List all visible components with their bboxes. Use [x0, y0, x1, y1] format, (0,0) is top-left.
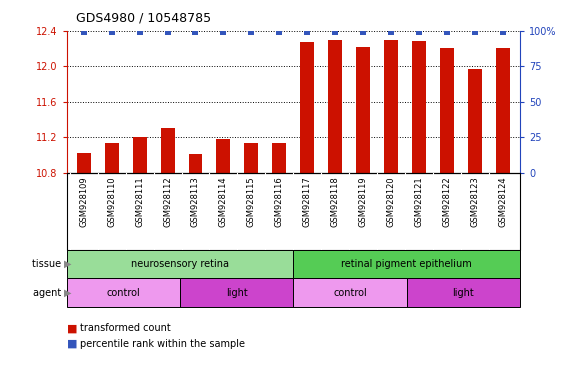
Text: GSM928124: GSM928124 [498, 177, 508, 227]
Text: ■: ■ [67, 323, 81, 333]
Bar [160, 128, 174, 173]
Text: agent: agent [33, 288, 64, 298]
Text: GSM928117: GSM928117 [303, 177, 312, 227]
Text: GDS4980 / 10548785: GDS4980 / 10548785 [76, 12, 211, 25]
Text: transformed count: transformed count [80, 323, 170, 333]
Text: light: light [226, 288, 248, 298]
Bar [440, 48, 454, 173]
Bar [356, 47, 370, 173]
Bar [105, 144, 119, 173]
Bar [77, 153, 91, 173]
Bar [300, 42, 314, 173]
Bar [245, 144, 259, 173]
Text: GSM928123: GSM928123 [471, 177, 480, 227]
Text: ▶: ▶ [64, 288, 71, 298]
Text: GSM928110: GSM928110 [107, 177, 116, 227]
Bar [413, 41, 426, 173]
Bar [67, 278, 180, 307]
Bar [468, 69, 482, 173]
Text: control: control [106, 288, 141, 298]
Text: GSM928118: GSM928118 [331, 177, 340, 227]
Bar [272, 142, 286, 173]
Text: neurosensory retina: neurosensory retina [131, 259, 229, 269]
Text: GSM928122: GSM928122 [443, 177, 452, 227]
Text: GSM928111: GSM928111 [135, 177, 144, 227]
Text: GSM928112: GSM928112 [163, 177, 172, 227]
Text: GSM928119: GSM928119 [359, 177, 368, 227]
Text: retinal pigment epithelium: retinal pigment epithelium [341, 259, 472, 269]
Text: ■: ■ [67, 339, 81, 349]
Bar [132, 137, 146, 173]
Bar [293, 250, 520, 278]
Text: percentile rank within the sample: percentile rank within the sample [80, 339, 245, 349]
Bar [180, 278, 293, 307]
Bar [217, 139, 231, 173]
Text: tissue: tissue [31, 259, 64, 269]
Bar [496, 48, 510, 173]
Text: GSM928113: GSM928113 [191, 177, 200, 227]
Text: control: control [333, 288, 367, 298]
Bar [407, 278, 520, 307]
Bar [293, 278, 407, 307]
Text: GSM928115: GSM928115 [247, 177, 256, 227]
Text: light: light [453, 288, 474, 298]
Text: GSM928120: GSM928120 [387, 177, 396, 227]
Text: GSM928116: GSM928116 [275, 177, 284, 227]
Text: GSM928121: GSM928121 [415, 177, 424, 227]
Bar [384, 40, 399, 173]
Bar [67, 250, 293, 278]
Bar [188, 154, 203, 173]
Text: ▶: ▶ [64, 259, 71, 269]
Text: GSM928114: GSM928114 [219, 177, 228, 227]
Text: GSM928109: GSM928109 [79, 177, 88, 227]
Bar [328, 40, 342, 173]
